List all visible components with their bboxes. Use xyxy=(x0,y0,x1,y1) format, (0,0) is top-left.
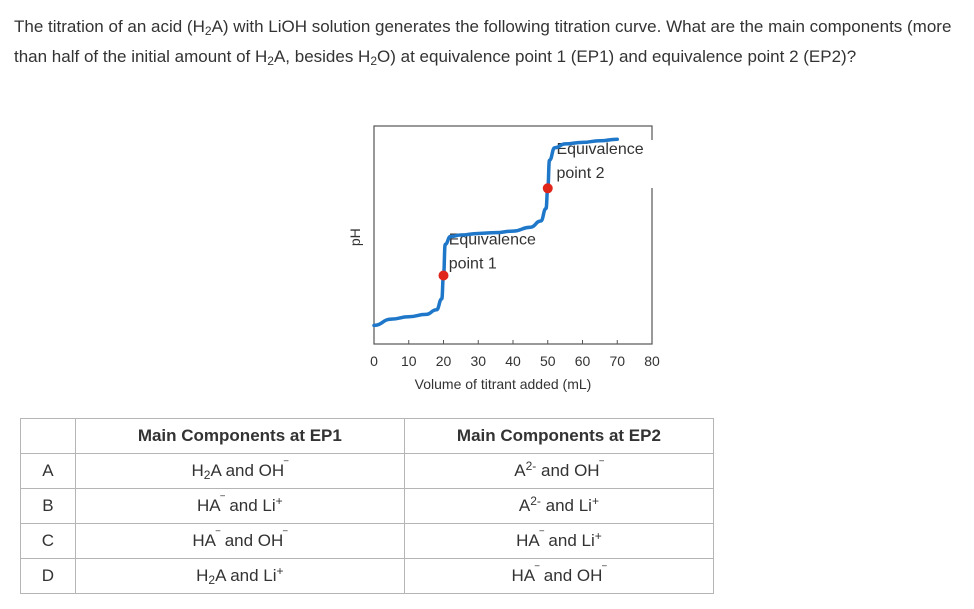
annotation-label: point 2 xyxy=(556,165,604,182)
ep2-components-part: 2- xyxy=(525,459,537,473)
ep1-components-part: A and Li xyxy=(215,566,277,585)
option-letter: B xyxy=(20,488,76,524)
titration-curve xyxy=(372,137,619,328)
annotation-background xyxy=(446,230,551,279)
ep1-components-part: and Li xyxy=(224,496,276,515)
ep2-components: A2- and OH‾ xyxy=(403,453,715,489)
ep1-components-part: H xyxy=(191,461,204,480)
ep2-components-part: and Li xyxy=(540,496,592,515)
answer-row-c[interactable]: C HA‾ and OH‾ HA‾ and Li+ xyxy=(20,523,715,559)
ep1-components-part: + xyxy=(275,494,283,508)
annotation-label: point 1 xyxy=(449,255,497,272)
ep2-components-part: ‾ xyxy=(599,459,604,473)
ep1-components-part: HA xyxy=(192,531,216,550)
ep2-components: HA‾ and OH‾ xyxy=(403,558,715,594)
ep1-components-part: H xyxy=(196,566,209,585)
question-text-part: 2 xyxy=(204,24,212,38)
y-axis-label: pH xyxy=(347,228,363,246)
x-tick-label: 30 xyxy=(470,353,486,369)
ep2-components-part: and OH xyxy=(539,566,603,585)
answer-row-a[interactable]: A H2A and OH‾ A2- and OH‾ xyxy=(20,453,715,489)
question-text-part: O) at equivalence point 1 (EP1) and equi… xyxy=(377,47,857,66)
ep2-components-part: ‾ xyxy=(535,564,540,578)
x-tick-label: 10 xyxy=(401,353,417,369)
ep2-components: HA‾ and Li+ xyxy=(403,523,715,559)
ep2-components-part: A xyxy=(518,496,531,515)
x-axis-label: Volume of titrant added (mL) xyxy=(415,376,592,392)
annotation-label: Equivalence xyxy=(556,141,643,158)
x-tick-label: 20 xyxy=(436,353,452,369)
titration-chart: 0 10 20 30 40 50 60 70 80 Volume of titrant added… xyxy=(347,125,660,392)
ep1-components-part: ‾ xyxy=(215,529,220,543)
x-tick-label: 60 xyxy=(575,353,591,369)
equivalence-point xyxy=(438,270,449,281)
ep2-components-part: HA xyxy=(511,566,536,585)
ep1-components-part: ‾ xyxy=(283,529,288,543)
answer-table: Main Components at EP1 Main Components a… xyxy=(20,418,715,594)
question-text: The titration of an acid (H2A) with LiOH… xyxy=(14,12,959,72)
ep1-components-part: ‾ xyxy=(220,494,225,508)
option-letter: C xyxy=(20,523,76,559)
ep2-components-part: ‾ xyxy=(602,564,607,578)
ep2-components: A2- and Li+ xyxy=(403,488,715,524)
x-tick-label: 80 xyxy=(644,353,660,369)
ep2-components-part: and Li xyxy=(543,531,595,550)
ep1-components-part: 2 xyxy=(203,468,211,482)
ep2-components-part: + xyxy=(591,494,599,508)
ep1-components-part: ‾ xyxy=(284,459,289,473)
annotation-background xyxy=(554,140,659,189)
ep1-components-part: + xyxy=(276,564,284,578)
ep1-components-part: A and OH xyxy=(210,461,285,480)
header-ep1: Main Components at EP1 xyxy=(74,418,405,454)
ep1-components-part: 2 xyxy=(208,573,216,587)
ep2-components-part: and OH xyxy=(536,461,600,480)
option-letter: A xyxy=(20,453,76,489)
question-text-part: A) with LiOH solution generates the foll… xyxy=(14,17,952,66)
ep1-components: HA‾ and OH‾ xyxy=(74,523,405,559)
header-option xyxy=(20,418,76,454)
x-tick-label: 50 xyxy=(540,353,556,369)
ep1-components-part: HA xyxy=(196,496,221,515)
x-tick-label: 40 xyxy=(505,353,521,369)
question-text-part: 2 xyxy=(267,54,274,68)
option-letter: D xyxy=(20,558,76,594)
ep2-components-part: A xyxy=(514,461,526,480)
question-text-part: The titration of an acid (H xyxy=(14,17,205,36)
x-tick-label: 0 xyxy=(370,353,378,369)
x-tick-label: 70 xyxy=(609,353,625,369)
ep2-components-part: HA xyxy=(516,531,540,550)
answer-table-header: Main Components at EP1 Main Components a… xyxy=(20,418,715,454)
ep1-components: H2A and OH‾ xyxy=(74,453,405,489)
ep1-components: HA‾ and Li+ xyxy=(74,488,405,524)
ep2-components-part: ‾ xyxy=(539,529,544,543)
ep2-components-part: + xyxy=(594,529,602,543)
question-text-part: A, besides H xyxy=(273,47,371,66)
question-text-part: 2 xyxy=(370,54,378,68)
header-ep2: Main Components at EP2 xyxy=(403,418,715,454)
answer-row-d[interactable]: D H2A and Li+ HA‾ and OH‾ xyxy=(20,558,715,594)
equivalence-point xyxy=(542,183,553,194)
ep1-components-part: and OH xyxy=(219,531,284,550)
ep1-components: H2A and Li+ xyxy=(74,558,405,594)
answer-row-b[interactable]: B HA‾ and Li+ A2- and Li+ xyxy=(20,488,715,524)
ep2-components-part: 2- xyxy=(530,494,541,508)
